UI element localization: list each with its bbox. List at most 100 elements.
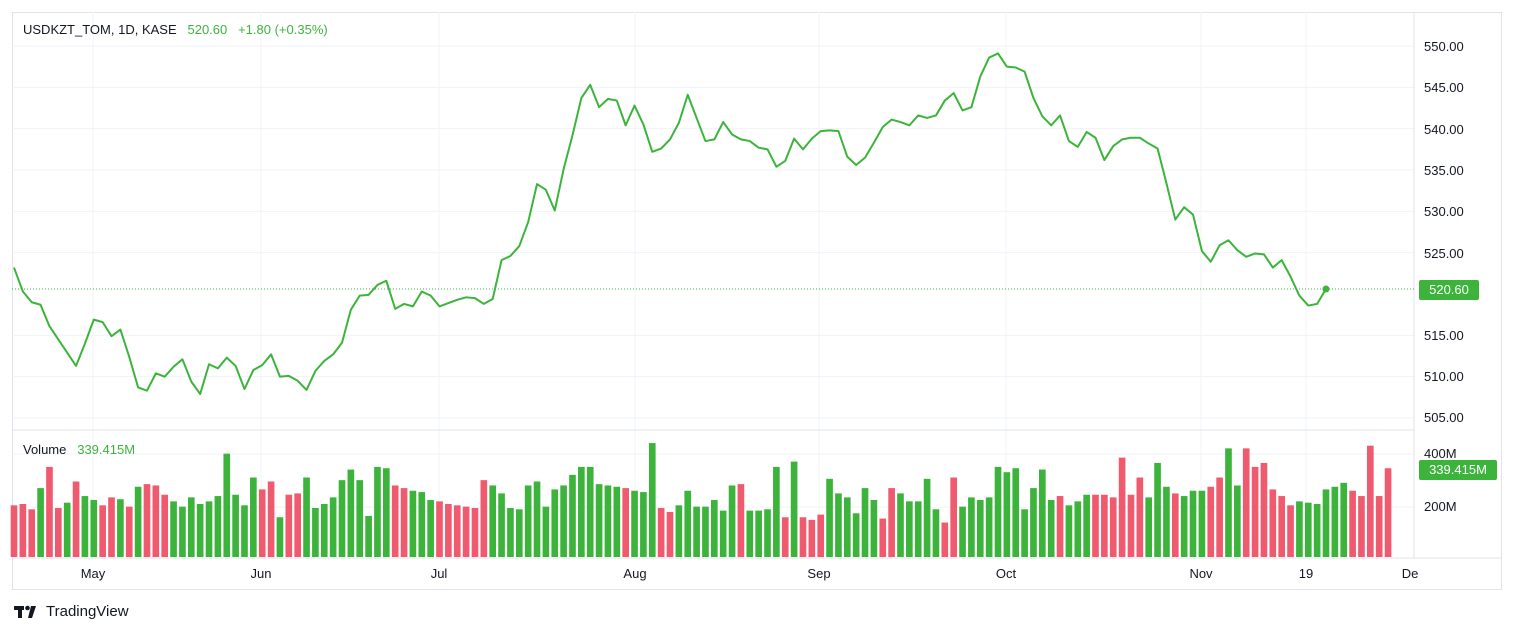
volume-bar [1384,468,1392,557]
volume-bar [276,517,284,557]
volume-bar [134,486,142,557]
volume-bar [870,500,878,557]
time-tick-label: May [80,566,106,581]
volume-bar [1171,493,1179,557]
time-tick-label: Jul [430,566,448,581]
volume-bar [542,506,550,557]
volume-bar [347,469,355,557]
volume-bar [99,505,106,557]
volume-bar [755,510,762,558]
volume-bar [826,478,833,557]
volume-bar [46,466,53,557]
volume-bar [968,497,975,558]
volume-bar [117,499,124,557]
time-tick-label: Oct [995,566,1017,581]
price-line [13,52,1327,396]
volume-bar [781,517,789,557]
volume-bar [1296,501,1303,557]
volume-bar [170,501,177,557]
volume-bar [835,493,842,557]
volume-bar [1189,490,1197,557]
volume-bar [285,494,293,557]
volume-bar [1260,462,1268,557]
volume-bar [533,481,541,557]
volume-bar [719,510,727,558]
volume-bar [1331,486,1339,557]
chart-frame[interactable] [12,12,1502,590]
volume-bar [63,502,71,557]
volume-bar [232,494,239,557]
grid-lines [12,12,1414,558]
volume-bar [799,517,807,557]
volume-bar [1039,469,1046,557]
volume-bar [906,501,913,557]
volume-bar [524,485,532,557]
brand-name: TradingView [46,603,129,620]
volume-bar [657,507,665,557]
volume-bar [383,468,390,557]
volume-bar [1367,445,1374,557]
price-tick-label: 540.00 [1424,122,1464,137]
volume-bar [976,500,984,557]
price-tick-label: 505.00 [1424,410,1464,425]
volume-bar [1083,494,1090,557]
last-price-dot [1322,285,1330,293]
volume-bar [950,477,957,557]
volume-bar [143,484,151,558]
volume-bar [391,485,399,557]
volume-bar [453,505,461,557]
tradingview-brand[interactable]: TradingView [14,603,129,620]
volume-bar [312,507,319,557]
volume-bar [1101,494,1108,557]
time-tick-label: Jun [250,566,272,581]
volume-bar [418,492,426,557]
volume-bar [1021,509,1028,557]
volume-bar [666,511,674,557]
time-tick-label: 19 [1298,566,1314,581]
volume-bar [843,497,851,558]
volume-bar [10,505,18,557]
volume-value: 339.415M [77,442,136,457]
tradingview-logo-icon [14,605,36,618]
volume-bar [1047,500,1055,557]
volume-bar [1145,497,1153,558]
volume-bar [1012,468,1020,557]
volume-bar [108,497,115,558]
volume-bar [586,466,594,557]
volume-bar [1340,482,1348,557]
volume-bar [693,506,700,557]
volume-bar [1242,448,1250,557]
volume-bar [489,485,497,557]
volume-bar [152,485,160,557]
symbol-title[interactable]: USDKZT_TOM, 1D, KASE [23,22,177,37]
volume-bar [507,507,514,557]
volume-bar [1180,496,1188,557]
volume-bar [746,510,754,558]
price-tick-label: 545.00 [1424,80,1464,95]
volume-bar [959,506,966,557]
volume-bar [55,507,62,557]
volume-bar [214,496,222,557]
volume-bar [675,505,683,557]
volume-bar [471,507,479,557]
volume-bar [932,509,940,557]
volume-bar [648,443,656,557]
volume-title[interactable]: Volume [23,442,67,457]
volume-bar [1304,502,1312,557]
volume-bar [1136,477,1144,557]
last-price-badge: 520.60 [1419,280,1479,300]
volume-bar [374,466,381,557]
volume-bar [1358,496,1365,557]
volume-bar [923,478,931,557]
volume-bar [1225,448,1232,557]
volume-bar [400,488,408,557]
volume-bar [409,490,417,557]
volume-bar [436,501,443,557]
volume-bar [72,481,80,557]
volume-bar [1349,490,1356,557]
time-tick-label: Sep [807,566,831,581]
price-tick-label: 525.00 [1424,246,1464,261]
volume-bar [888,488,895,557]
volume-bar [515,509,523,557]
